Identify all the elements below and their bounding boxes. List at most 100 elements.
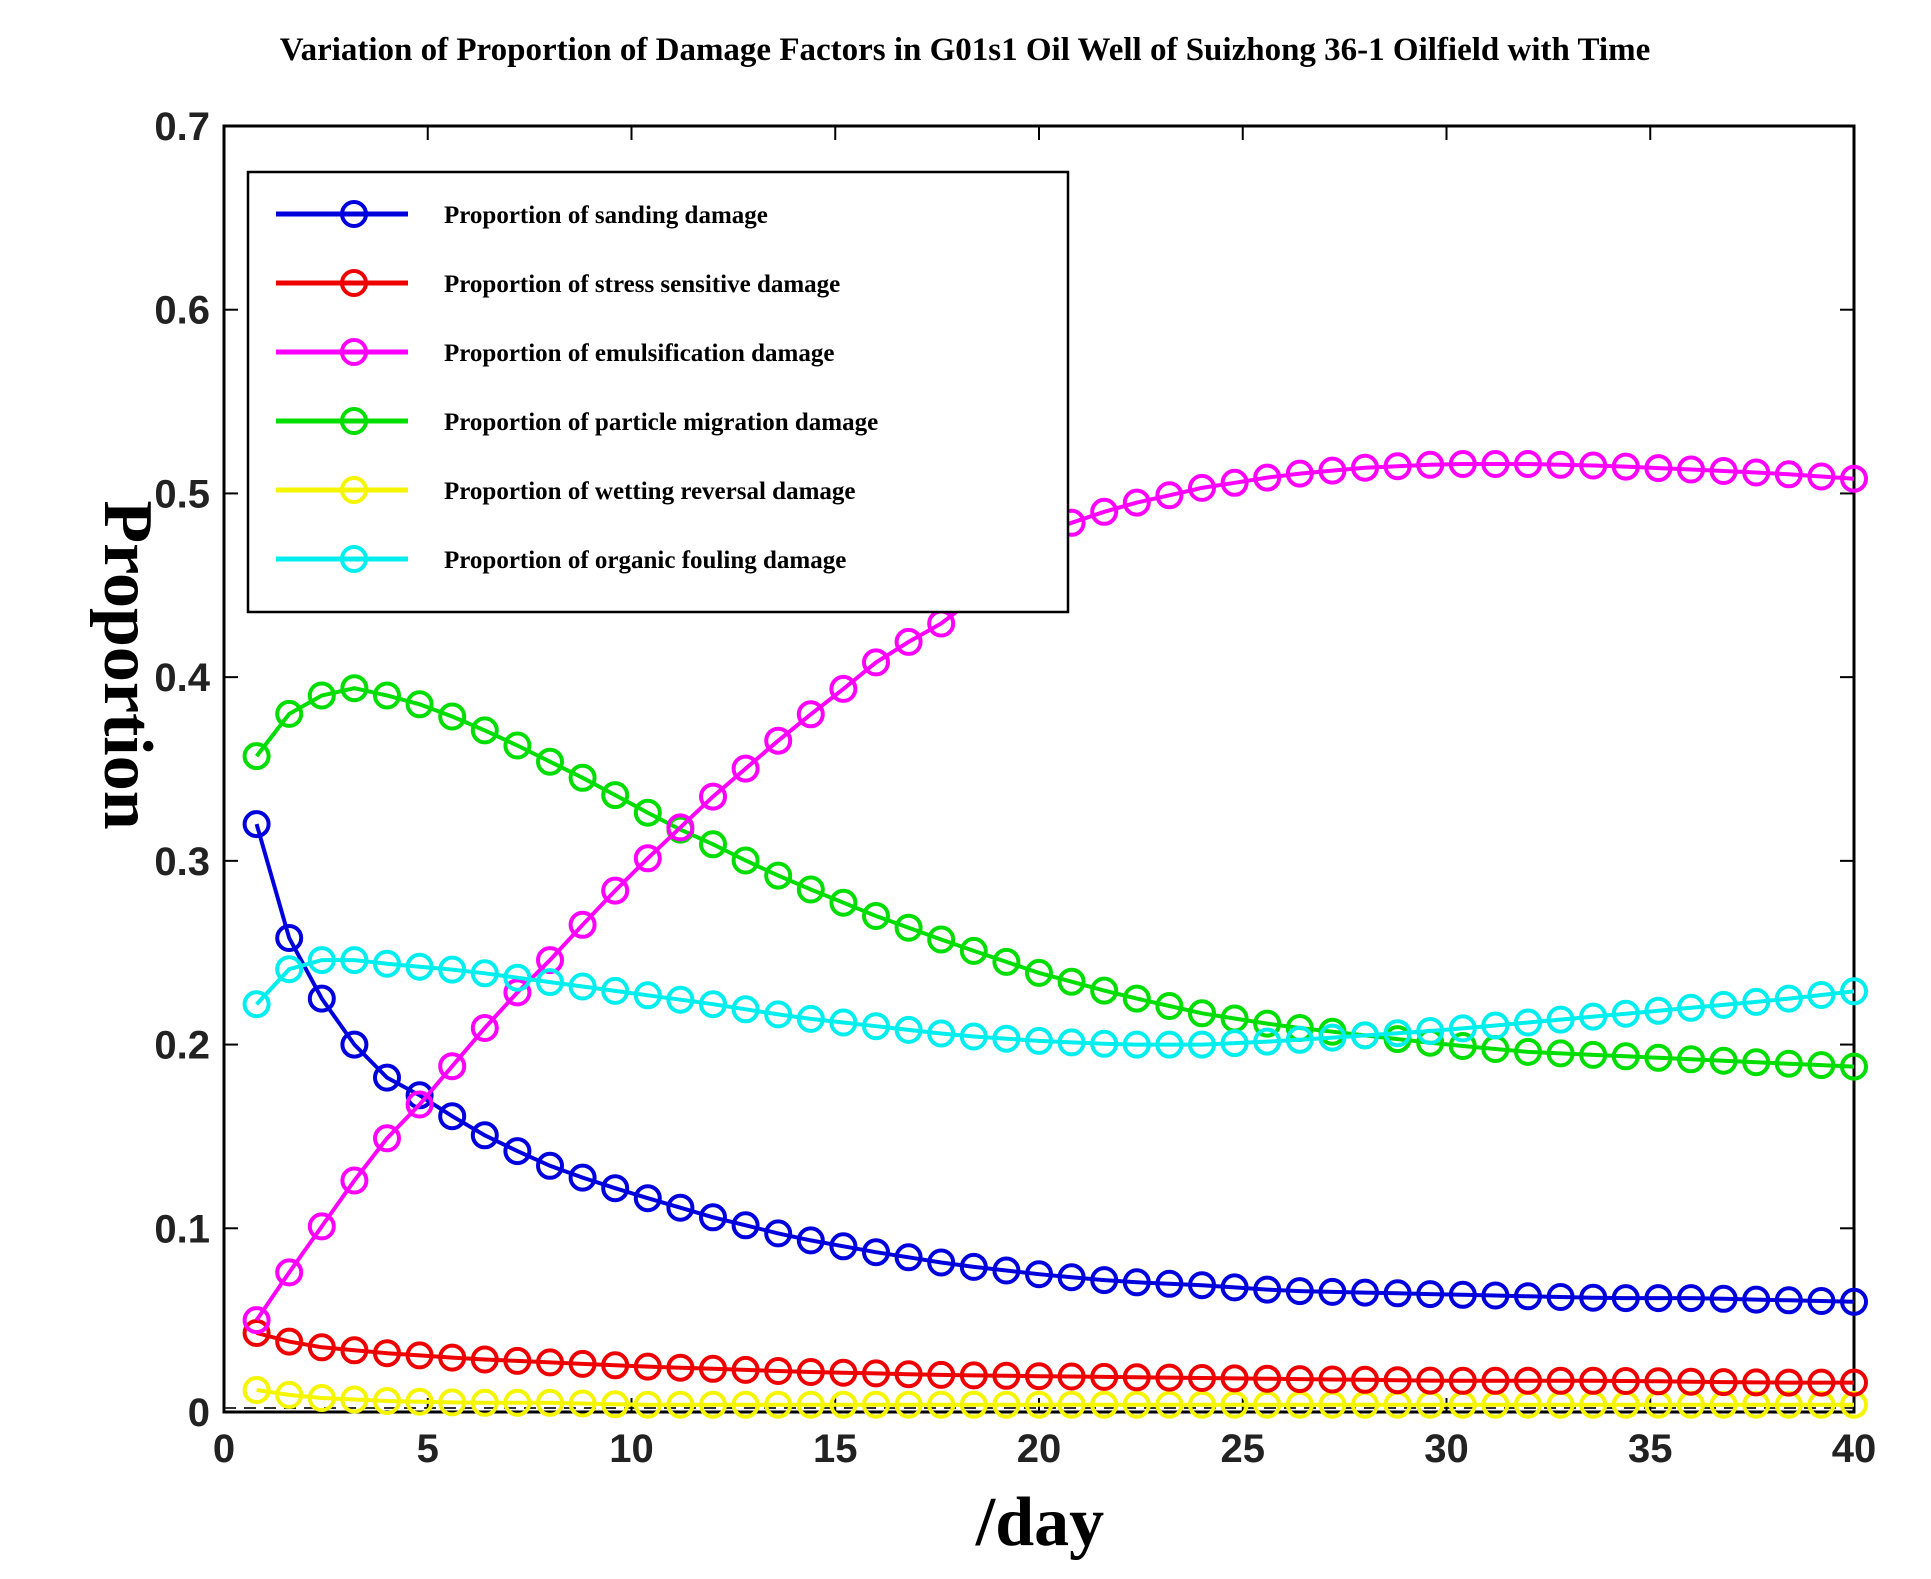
data-point xyxy=(373,1387,401,1415)
data-point xyxy=(1351,1365,1379,1394)
data-point xyxy=(405,952,434,981)
legend-item: Proportion of emulsification damage xyxy=(276,338,834,367)
data-point xyxy=(470,1345,499,1374)
data-point xyxy=(307,681,336,710)
data-point xyxy=(1188,1271,1216,1300)
series-line xyxy=(254,823,1855,1304)
legend-swatch-marker xyxy=(340,407,368,435)
data-point xyxy=(1318,1365,1347,1394)
data-point xyxy=(1122,1268,1151,1297)
data-point xyxy=(731,754,760,783)
data-point xyxy=(1090,497,1119,526)
data-point xyxy=(633,798,662,827)
data-point xyxy=(796,1226,825,1255)
data-point xyxy=(1090,1362,1119,1391)
data-point xyxy=(699,1203,727,1232)
y-tick-label: 0.5 xyxy=(154,472,210,516)
data-point xyxy=(666,1390,695,1419)
data-point xyxy=(1774,1368,1803,1397)
data-point xyxy=(1481,1281,1510,1310)
data-point xyxy=(1709,990,1738,1019)
data-point xyxy=(1742,458,1771,487)
data-point xyxy=(1807,981,1836,1009)
data-point xyxy=(1774,984,1803,1013)
data-point xyxy=(307,984,336,1013)
data-point xyxy=(275,1327,304,1356)
data-point xyxy=(764,1219,793,1248)
data-point xyxy=(1644,1284,1673,1313)
legend-swatch-marker xyxy=(340,545,368,573)
data-point xyxy=(862,1012,890,1041)
data-point xyxy=(1057,967,1086,996)
legend-item: Proportion of sanding damage xyxy=(276,200,768,229)
legend-label: Proportion of wetting reversal damage xyxy=(444,478,856,505)
data-point xyxy=(1318,1277,1347,1306)
data-point xyxy=(1090,1029,1119,1058)
data-point xyxy=(992,1256,1021,1285)
y-axis: 0 0.1 0.2 0.3 0.4 0.5 0.6 0.7 xyxy=(154,105,1854,1435)
series-line xyxy=(256,1388,1854,1407)
data-point xyxy=(764,861,793,890)
data-point xyxy=(1546,1283,1575,1311)
data-point xyxy=(470,716,499,745)
x-tick-label: 35 xyxy=(1628,1427,1673,1471)
data-point xyxy=(1122,488,1151,517)
data-point xyxy=(470,1388,499,1417)
data-point xyxy=(731,1390,760,1419)
data-point xyxy=(1057,1362,1086,1391)
data-point xyxy=(340,1030,369,1059)
data-point xyxy=(894,913,923,942)
data-point xyxy=(568,763,597,792)
legend-label: Proportion of emulsification damage xyxy=(444,340,834,367)
data-point xyxy=(536,968,564,997)
legend-label: Proportion of sanding damage xyxy=(444,202,768,229)
data-point xyxy=(1220,1273,1249,1302)
data-point xyxy=(1220,1390,1249,1419)
data-point xyxy=(1416,450,1445,479)
data-point xyxy=(829,674,858,703)
data-point xyxy=(1579,451,1608,480)
y-tick-label: 0.6 xyxy=(154,289,210,333)
data-point xyxy=(1416,1017,1445,1045)
data-point xyxy=(1579,1002,1608,1031)
data-point xyxy=(1090,976,1119,1005)
data-point xyxy=(307,946,336,975)
data-point xyxy=(503,978,532,1007)
data-point xyxy=(862,1238,890,1267)
data-point xyxy=(1644,1367,1673,1396)
data-point xyxy=(275,1380,304,1409)
legend-item: Proportion of organic fouling damage xyxy=(276,545,846,574)
data-point xyxy=(275,955,304,984)
data-point xyxy=(1677,1284,1705,1313)
data-point xyxy=(992,1361,1021,1390)
data-point xyxy=(1351,1278,1379,1307)
data-point xyxy=(927,1019,956,1048)
data-point xyxy=(699,1354,727,1383)
y-tick-label: 0.3 xyxy=(154,840,210,884)
data-point xyxy=(1122,1030,1151,1059)
data-point xyxy=(633,1390,662,1419)
data-point xyxy=(1677,455,1705,484)
series-6 xyxy=(242,946,1868,1059)
data-point xyxy=(242,1306,271,1335)
data-point xyxy=(340,1166,369,1195)
data-point xyxy=(275,924,304,952)
data-point xyxy=(373,681,401,710)
data-point xyxy=(1546,1366,1575,1395)
data-point xyxy=(438,1052,467,1081)
data-point xyxy=(1155,1390,1184,1419)
data-point xyxy=(699,782,727,811)
data-point xyxy=(1057,1028,1086,1057)
series-1 xyxy=(242,810,1868,1316)
legend-swatch-marker xyxy=(340,476,368,504)
data-point xyxy=(242,990,271,1019)
data-point xyxy=(764,1000,793,1029)
data-point xyxy=(1253,1027,1282,1056)
data-point xyxy=(1807,462,1836,491)
data-point xyxy=(666,1353,695,1382)
data-point xyxy=(307,1212,336,1241)
data-point xyxy=(1285,459,1314,488)
data-point xyxy=(1514,1282,1542,1311)
data-point xyxy=(1025,958,1053,987)
